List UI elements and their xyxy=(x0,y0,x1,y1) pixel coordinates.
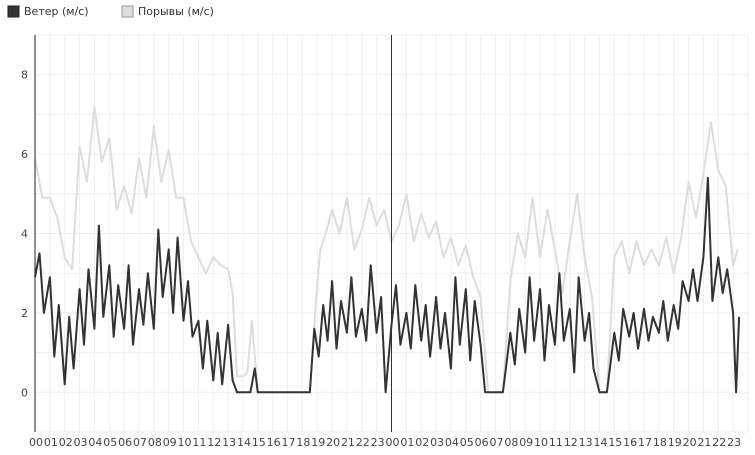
y-tick-label: 6 xyxy=(21,148,28,161)
x-tick-label: 09 xyxy=(163,436,177,449)
x-tick-label: 18 xyxy=(653,436,667,449)
x-tick-label: 00 xyxy=(386,436,400,449)
x-tick-label: 23 xyxy=(727,436,741,449)
x-tick-label: 20 xyxy=(683,436,697,449)
x-tick-label: 11 xyxy=(549,436,563,449)
x-tick-label: 09 xyxy=(519,436,533,449)
legend-item-gust[interactable]: Порывы (м/с) xyxy=(121,5,214,18)
y-tick-label: 0 xyxy=(21,386,28,399)
x-tick-label: 02 xyxy=(59,436,73,449)
x-tick-label: 08 xyxy=(148,436,162,449)
x-tick-label: 11 xyxy=(192,436,206,449)
x-tick-label: 14 xyxy=(593,436,607,449)
x-tick-label: 20 xyxy=(326,436,340,449)
x-tick-label: 22 xyxy=(712,436,726,449)
series-line-wind xyxy=(34,176,741,394)
x-tick-label: 16 xyxy=(267,436,281,449)
x-tick-label: 01 xyxy=(400,436,414,449)
x-tick-label: 12 xyxy=(207,436,221,449)
legend-label-gust: Порывы (м/с) xyxy=(138,5,214,18)
x-tick-label: 13 xyxy=(222,436,236,449)
x-tick-label: 08 xyxy=(504,436,518,449)
legend-item-wind[interactable]: Ветер (м/с) xyxy=(7,5,89,18)
x-tick-label: 13 xyxy=(579,436,593,449)
x-tick-label: 19 xyxy=(311,436,325,449)
x-tick-label: 22 xyxy=(356,436,370,449)
x-tick-label: 21 xyxy=(697,436,711,449)
x-tick-label: 19 xyxy=(668,436,682,449)
series-line-gust xyxy=(34,105,739,394)
x-tick-label: 10 xyxy=(534,436,548,449)
x-tick-label: 15 xyxy=(608,436,622,449)
x-tick-label: 00 xyxy=(29,436,43,449)
x-tick-label: 05 xyxy=(460,436,474,449)
x-tick-label: 03 xyxy=(430,436,444,449)
legend-swatch-gust xyxy=(121,5,134,18)
x-tick-label: 04 xyxy=(445,436,459,449)
x-tick-label: 14 xyxy=(237,436,251,449)
x-tick-label: 06 xyxy=(475,436,489,449)
x-tick-label: 01 xyxy=(44,436,58,449)
y-tick-label: 8 xyxy=(21,69,28,82)
series xyxy=(34,105,741,394)
x-tick-label: 06 xyxy=(118,436,132,449)
x-tick-label: 05 xyxy=(103,436,117,449)
legend: Ветер (м/с) Порывы (м/с) xyxy=(7,5,214,18)
x-tick-label: 16 xyxy=(623,436,637,449)
x-tick-label: 03 xyxy=(74,436,88,449)
x-tick-label: 10 xyxy=(178,436,192,449)
x-tick-label: 02 xyxy=(415,436,429,449)
x-tick-label: 15 xyxy=(252,436,266,449)
legend-label-wind: Ветер (м/с) xyxy=(24,5,89,18)
legend-swatch-wind xyxy=(7,5,20,18)
x-tick-label: 23 xyxy=(371,436,385,449)
x-tick-label: 21 xyxy=(341,436,355,449)
x-tick-label: 18 xyxy=(296,436,310,449)
y-tick-label: 4 xyxy=(21,228,28,241)
x-tick-label: 17 xyxy=(282,436,296,449)
y-tick-label: 2 xyxy=(21,307,28,320)
x-tick-label: 07 xyxy=(133,436,147,449)
x-tick-label: 07 xyxy=(489,436,503,449)
x-tick-label: 12 xyxy=(564,436,578,449)
x-tick-label: 17 xyxy=(638,436,652,449)
x-tick-label: 04 xyxy=(88,436,102,449)
